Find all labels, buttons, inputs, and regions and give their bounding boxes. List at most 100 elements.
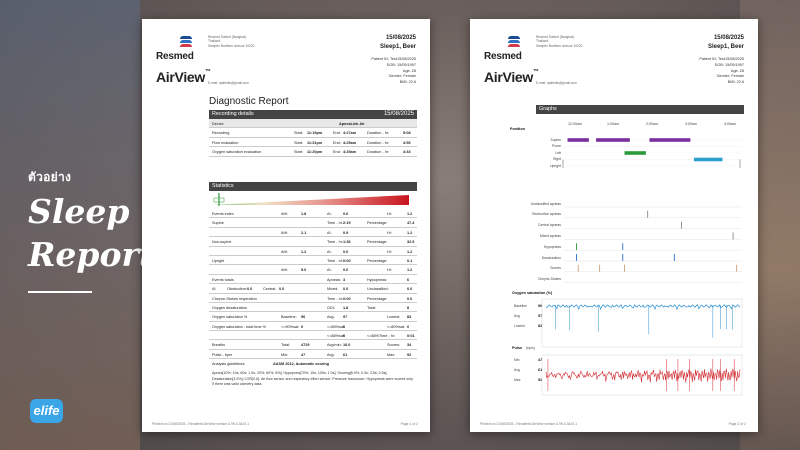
statistics-cell: AHI:	[281, 212, 289, 216]
statistics-cell: AI	[212, 287, 216, 292]
thai-title: ตัวอย่าง	[28, 170, 72, 184]
statistics-cell: HI:	[387, 249, 392, 254]
statistics-cell: 34	[407, 343, 412, 348]
time-tick-label: 12:00am	[568, 122, 582, 126]
graphs-canvas	[541, 138, 743, 396]
patient-dob: DOB: 15/05/1997	[386, 62, 416, 67]
statistics-cell: Oxygen saturation %	[212, 315, 248, 320]
statistics-cell: AHI:	[281, 249, 289, 254]
recording-cell: Recording	[212, 131, 230, 136]
statistics-cell: AI:	[327, 230, 332, 235]
statistics-cell: AI:	[327, 212, 332, 216]
statistics-cell: 1.2	[407, 268, 413, 273]
statistics-cell: Oxygen desaturation	[212, 305, 248, 310]
statistics-cell: 96	[301, 315, 306, 320]
statistics-cell: 0:00	[343, 296, 351, 301]
severity-bar	[213, 193, 409, 206]
statistics-cell: 61	[343, 352, 348, 357]
statistics-row: AI Obstructive: 0.0 Central: 0.0 Mixed: 0.0 Unc…	[209, 284, 417, 294]
patient-bmi: BMI: 22.6	[727, 80, 744, 85]
statistics-cell: 92	[407, 352, 412, 357]
recording-cell: 4:25am	[343, 150, 357, 155]
statistics-cell: 1.8	[343, 305, 349, 310]
statistics-cell: 0.0	[279, 287, 285, 292]
statistics-row: Breaths Total: 4729 Avg/min: 16.0 Snores: 34	[209, 340, 417, 350]
statistics-cell: ODI:	[327, 305, 335, 310]
statistics-cell: 0.0	[407, 296, 413, 301]
statistics-row: Pulse - bpm Min: 47 Avg: 61 Max: 92	[209, 350, 417, 360]
graphs-section: Graphs	[536, 105, 744, 114]
recording-cell: End:	[333, 131, 341, 136]
statistics-cell: 0	[343, 334, 346, 339]
statistics-row: Non-supine Time - hr: 1:36 Percentage: 32.5	[209, 237, 417, 247]
statistics-cell: 16.0	[343, 343, 351, 348]
page-footer: Printed on 21/08/2025 - Rendered AirView…	[480, 422, 746, 426]
patient-age: Age: 28	[730, 68, 744, 73]
statistics-row: Upright Time - hr: 0:00 Percentage: 0.1	[209, 256, 417, 266]
statistics-cell: Percentage:	[367, 240, 388, 245]
statistics-cell: Non-supine	[212, 240, 232, 245]
position-label: Position	[510, 127, 525, 131]
statistics-cell: 0.0	[343, 287, 349, 292]
graph-area: 12:00am 1:00am 2:00am 3:00am 4:00am Position S…	[470, 19, 758, 432]
resmed-logo: Resmed AirView™	[156, 36, 216, 85]
patient-header: 15/08/2025 Sleep1, Beer Patient ID: Test…	[371, 35, 416, 86]
patient-gender: Gender: Female	[388, 74, 416, 79]
statistics-cell: Cheyne-Stokes respiration	[212, 296, 257, 301]
statistics-cell: AHI:	[281, 230, 289, 235]
statistics-cell: 0.6	[343, 212, 349, 216]
event-row-label: Hypopneas	[543, 244, 561, 249]
recording-cell: Duration - hr:	[367, 150, 390, 155]
position-bar	[567, 138, 589, 142]
recording-cell: Flow evaluation	[212, 140, 239, 145]
time-tick-label: 4:00am	[724, 122, 736, 126]
pulse-stat-value: 61	[538, 367, 543, 372]
statistics-section-header: Statistics	[209, 182, 417, 191]
product-name: AirView™	[484, 69, 539, 85]
position-row-label: Left	[555, 150, 561, 155]
report-page-2: Resmed AirView™ Resmed Subnet (Bangkok) T…	[470, 19, 758, 432]
statistics-cell: 0.0	[343, 268, 349, 273]
statistics-cell: 4729	[301, 343, 310, 348]
report-date: 15/08/2025	[713, 35, 744, 41]
statistics-cell: AI:	[327, 249, 332, 254]
recording-cell: Start:	[294, 131, 304, 136]
statistics-cell: 0:01	[407, 334, 415, 339]
event-row-label: Unclassified apneas	[530, 201, 561, 206]
spo2-title: Oxygen saturation (%)	[512, 291, 553, 295]
statistics-row: Cheyne-Stokes respiration Time - hr: 0:00 P…	[209, 294, 417, 303]
pulse-stat-value: 47	[538, 357, 543, 362]
title-sleep: Sleep	[28, 192, 130, 231]
statistics-cell: 1.8	[301, 212, 307, 216]
graphs-section-header: Graphs	[536, 105, 744, 114]
statistics-cell: Apneas:	[327, 277, 341, 282]
statistics-cell: 47	[301, 352, 306, 357]
statistics-cell: 2:19	[343, 221, 351, 226]
pulse-stat-label: Max	[514, 377, 521, 382]
statistics-cell: <=80%sat:	[387, 324, 406, 329]
position-bar	[693, 157, 723, 162]
statistics-cell: Avg:	[327, 315, 335, 320]
statistics-cell: Max:	[387, 352, 396, 357]
recording-cell: Duration - hr:	[367, 140, 390, 145]
recording-section-header: Recording details 15/08/2025	[209, 110, 417, 119]
spo2-stat-label: Baseline	[514, 303, 528, 308]
time-tick-label: 3:00am	[685, 122, 697, 126]
statistics-cell: 1.2	[407, 230, 413, 235]
statistics-row: <=88%sat: 0 <=88%Time - hr: 0:01	[209, 331, 417, 341]
statistics-cell: 8	[407, 305, 410, 310]
statistics-cell: 97	[343, 315, 348, 320]
statistics-cell: 6	[407, 277, 410, 282]
statistics-cell: 1.2	[407, 212, 413, 216]
position-row-label: Prone	[551, 144, 561, 148]
report-title: Diagnostic Report	[209, 96, 289, 107]
recording-cell: 4:25am	[343, 140, 357, 145]
statistics-cell: <=88%Time - hr:	[367, 334, 396, 339]
statistics-cell: 32.5	[407, 240, 415, 245]
recording-cell: Start:	[294, 140, 304, 145]
recording-cell: Oxygen saturation evaluation	[212, 150, 262, 155]
analysis-notes: Apnea[10%; 10s; 60s; 1.0s; 20%; 60%; 8%]…	[212, 371, 413, 387]
title-report: Report	[28, 235, 155, 274]
statistics-cell: Time - hr:	[327, 221, 344, 226]
statistics-cell: 3	[343, 277, 346, 282]
